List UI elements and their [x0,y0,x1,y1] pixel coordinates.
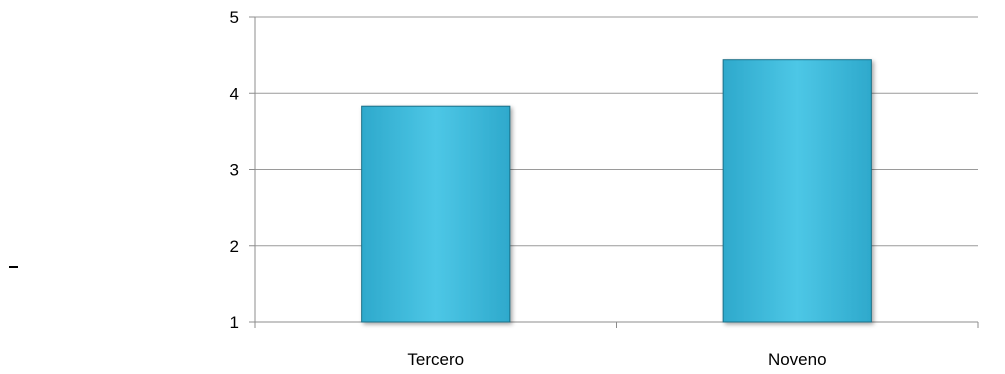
y-tick-label: 1 [230,313,239,332]
y-tick-label: 4 [230,84,239,103]
bar-noveno [722,59,872,323]
x-tick-label: Noveno [768,350,827,369]
bar-tercero [361,105,511,323]
y-tick-label: 5 [230,8,239,27]
y-tick-label: 3 [230,161,239,180]
x-tick-label: Tercero [407,350,464,369]
y-tick-label: 2 [230,237,239,256]
stray-dash-mark [9,266,18,268]
bars [361,59,872,323]
tick-labels: 1 2 3 4 5 Tercero Noveno [230,8,827,369]
